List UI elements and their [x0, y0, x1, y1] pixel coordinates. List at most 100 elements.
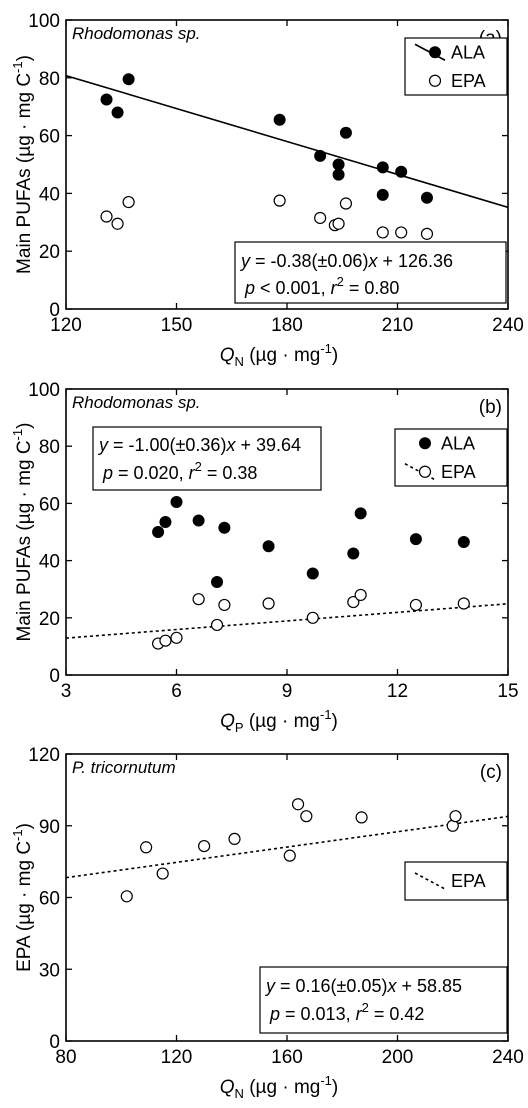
data-point-epa [210, 618, 224, 632]
data-point-epa [457, 597, 470, 610]
equation-box: y = -1.00(±0.36)x + 39.64 p = 0.020, r2 =… [92, 426, 322, 491]
data-point-ala [376, 188, 389, 201]
eq-r-superscript: 2 [195, 459, 202, 474]
data-point-ala [170, 495, 183, 508]
x-axis-title-superscript: -1 [320, 1073, 332, 1088]
y-axis-title: Main PUFAs (µg · mg C-1) [10, 423, 35, 642]
y-axis-title-text: Main PUFAs (µg · mg C [14, 440, 35, 641]
legend: EPA [404, 861, 508, 901]
eq-r-value: = 0.42 [369, 1004, 425, 1024]
data-point-epa [159, 634, 172, 647]
legend-box [394, 428, 508, 487]
data-point-epa [339, 197, 353, 210]
data-point-ala [192, 514, 205, 527]
eq-slope: = -0.38(±0.06) [250, 251, 368, 271]
y-tick-label: 90 [39, 817, 60, 838]
y-tick-label: 0 [49, 666, 60, 687]
x-tick-label: 120 [161, 1047, 193, 1068]
data-point-epa [306, 611, 319, 624]
data-point-ala [100, 93, 113, 106]
data-point-ala [339, 126, 352, 139]
eq-x-symbol: x [367, 251, 378, 271]
legend-label-ala: ALA [451, 42, 485, 62]
y-tick-label: 20 [39, 242, 60, 263]
y-tick-label: 30 [39, 960, 60, 981]
y-tick-label: 20 [39, 609, 60, 630]
y-axis-title-text: Main PUFAs (µg · mg C [14, 73, 35, 274]
data-point-ala [306, 567, 319, 580]
x-axis-title-subscript: N [235, 1086, 244, 1101]
eq-intercept: + 58.85 [396, 976, 462, 996]
x-axis-title-close: ) [332, 1077, 338, 1098]
y-axis-title-superscript: -1 [10, 61, 25, 73]
regression-line-epa [66, 815, 508, 879]
data-point-ala [332, 158, 345, 171]
panel-letter: (b) [479, 397, 502, 418]
data-point-epa [170, 631, 183, 644]
x-axis-title: QN (µg · mg-1) [220, 341, 338, 369]
x-tick-label: 3 [61, 681, 72, 702]
x-tick-label: 15 [497, 681, 518, 702]
data-point-epa [228, 832, 241, 846]
y-axis-title: Main PUFAs (µg · mg C-1) [10, 55, 35, 274]
data-point-epa [283, 849, 296, 862]
data-point-ala [354, 507, 367, 520]
equation-line-1: y = -1.00(±0.36)x + 39.64 [97, 435, 301, 455]
data-point-epa [395, 226, 408, 239]
y-axis-title-superscript: -1 [10, 829, 25, 841]
regression-line-epa [66, 602, 508, 639]
x-axis-title-symbol: Q [220, 1077, 235, 1098]
equation-line-2: p = 0.020, r2 = 0.38 [102, 459, 257, 483]
y-axis-title-superscript: -1 [10, 429, 25, 441]
x-tick-label: 210 [382, 315, 414, 336]
equation-frame [259, 966, 508, 1034]
eq-p-value: < 0.001, [255, 278, 331, 298]
y-tick-label: 60 [39, 494, 60, 515]
y-tick-label: 100 [28, 11, 60, 32]
equation-line-1: y = -0.38(±0.06)x + 126.36 [239, 251, 453, 271]
eq-x-symbol: x [386, 976, 397, 996]
y-tick-label: 0 [49, 1032, 60, 1053]
x-tick-label: 9 [282, 681, 293, 702]
y-axis-title-close: ) [14, 55, 35, 61]
legend-label-epa: EPA [451, 71, 486, 91]
data-point-epa [156, 867, 169, 880]
data-point-ala [409, 533, 422, 546]
data-point-epa [120, 890, 133, 903]
data-point-epa [300, 810, 313, 823]
x-axis-title-close: ) [332, 711, 338, 732]
data-point-epa [140, 841, 153, 854]
x-axis-title-unit: (µg · mg [244, 345, 320, 366]
x-axis-title-unit: (µg · mg [244, 1077, 320, 1098]
y-axis-title-close: ) [14, 823, 35, 829]
x-tick-label: 80 [55, 1047, 76, 1068]
data-point-epa [376, 226, 389, 239]
y-axis-title-text: EPA (µg · mg C [14, 841, 35, 972]
x-tick-label: 240 [492, 1047, 524, 1068]
y-tick-label: 40 [39, 184, 60, 205]
data-point-ala [122, 73, 135, 86]
data-point-ala [376, 161, 389, 174]
x-axis-title: QN (µg · mg-1) [220, 1073, 338, 1101]
eq-y-symbol: y [97, 435, 109, 455]
species-label: P. tricornutum [72, 758, 176, 777]
eq-p-value: = 0.013, [280, 1004, 356, 1024]
x-tick-label: 180 [271, 315, 303, 336]
equation-line-2: p = 0.013, r2 = 0.42 [269, 1000, 424, 1024]
data-point-epa [332, 217, 345, 230]
x-axis-title-superscript: -1 [320, 341, 332, 356]
eq-r-value: = 0.38 [202, 463, 258, 483]
data-point-ala [314, 149, 327, 162]
eq-intercept: + 39.64 [235, 435, 301, 455]
data-point-ala [457, 536, 470, 549]
y-tick-label: 0 [49, 300, 60, 321]
x-axis-title-superscript: -1 [320, 707, 332, 722]
data-point-ala [159, 515, 172, 528]
data-point-epa [192, 593, 205, 606]
equation-box: y = -0.38(±0.06)x + 126.36 p < 0.001, r2 … [234, 241, 507, 304]
data-point-epa [354, 588, 367, 602]
